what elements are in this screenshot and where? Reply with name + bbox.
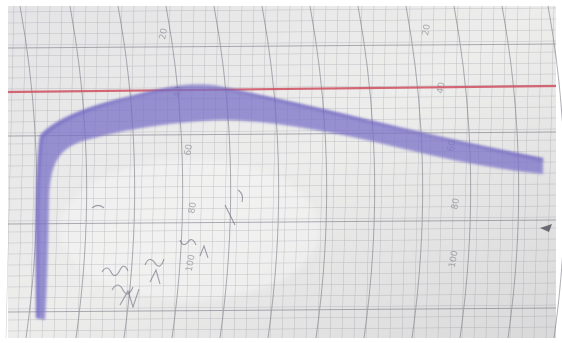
purple-trace [35,86,544,320]
grid-line-horizontal [7,51,557,57]
grid-line-horizontal [7,62,557,68]
recorder-paper [8,6,556,338]
grid-line-horizontal [7,304,557,310]
grid-line-vertical [209,5,219,339]
grid-line-horizontal [7,271,557,277]
grid-line-vertical [185,5,195,339]
grid-line-vertical [281,5,291,339]
grid-line-vertical [389,5,399,339]
grid-line-vertical [461,5,471,339]
scale-number: 20 [421,23,433,36]
grid-line-vertical [293,5,303,339]
grid-line-vertical [401,5,411,339]
grid-line-major [7,219,557,225]
grid-line-major [7,307,557,313]
grid-line-vertical [245,5,255,339]
grid-line-vertical [365,5,375,339]
grid-line-horizontal [7,95,557,101]
grid-line-horizontal [7,172,557,178]
grid-line-horizontal [7,282,557,288]
grid-line-vertical [377,5,387,339]
grid-line-horizontal [7,139,557,145]
time-arc-line [213,5,232,339]
grid-line-vertical [53,5,63,339]
grid-line-vertical [173,5,183,339]
grid-line-horizontal [7,40,557,46]
grid-line-horizontal [7,84,557,90]
grid-line-vertical [305,5,315,339]
time-arc-line [69,5,88,339]
grid-line-horizontal [7,293,557,299]
grid-line-vertical [269,5,279,339]
grid-line-vertical [65,5,75,339]
grid-line-vertical [77,5,87,339]
grid-line-vertical [449,5,459,339]
scale-number: 80 [187,201,199,214]
scale-number: 100 [185,254,198,273]
grid-line-vertical [485,5,495,339]
grid-line-horizontal [7,315,557,321]
purple-trace-edge [36,84,544,319]
grid-line-vertical [149,5,159,339]
grid-line-vertical [257,5,267,339]
scale-number: 60 [183,143,195,156]
grid-line-horizontal [7,249,557,255]
time-arc-line [165,5,184,339]
scale-number: 100 [448,250,461,269]
time-arc-line [261,5,280,339]
grid-line-horizontal [7,238,557,244]
time-arc-line [357,5,376,339]
time-arc-line [309,5,328,339]
grid-line-horizontal [7,161,557,167]
grid-line-vertical [5,5,15,339]
grid-line-vertical [221,5,231,339]
grid-line-horizontal [7,194,557,200]
grid-line-horizontal [7,216,557,222]
grid-line-vertical [425,5,435,339]
grid-line-vertical [29,5,39,339]
grid-line-vertical [89,5,99,339]
handwriting [91,189,244,309]
time-arc-line [547,5,562,339]
scale-number: 20 [158,27,170,40]
grid-line-vertical [545,5,555,339]
grid-line-vertical [197,5,207,339]
grid-line-horizontal [7,18,557,24]
time-arc-line [19,5,38,339]
grid-line-vertical [317,5,327,339]
edge-mark [540,224,552,232]
grid-line-vertical [17,5,27,339]
glare-patch [60,160,320,300]
grid-line-vertical [353,5,363,339]
grid-line-vertical [113,5,123,339]
grid-line-horizontal [7,183,557,189]
grid-line-vertical [341,5,351,339]
time-arc-line [405,5,424,339]
grid-line-vertical [125,5,135,339]
grid-line-vertical [413,5,423,339]
grid-line-major [7,43,557,49]
grid-line-vertical [509,5,519,339]
grid-line-horizontal [7,7,557,13]
grid-line-vertical [233,5,243,339]
grid-line-horizontal [7,260,557,266]
grid-line-horizontal [7,227,557,233]
grid-line-vertical [437,5,447,339]
grid-line-vertical [161,5,171,339]
grid-line-horizontal [7,326,557,332]
grid-line-vertical [497,5,507,339]
grid-line-vertical [137,5,147,339]
time-arc-line [453,5,472,339]
grid-line-vertical [101,5,111,339]
grid-line-horizontal [7,205,557,211]
red-reference-line [7,84,557,94]
scale-number: 80 [450,197,462,210]
grid-line-vertical [329,5,339,339]
grid-line-vertical [473,5,483,339]
grid-line-horizontal [7,29,557,35]
